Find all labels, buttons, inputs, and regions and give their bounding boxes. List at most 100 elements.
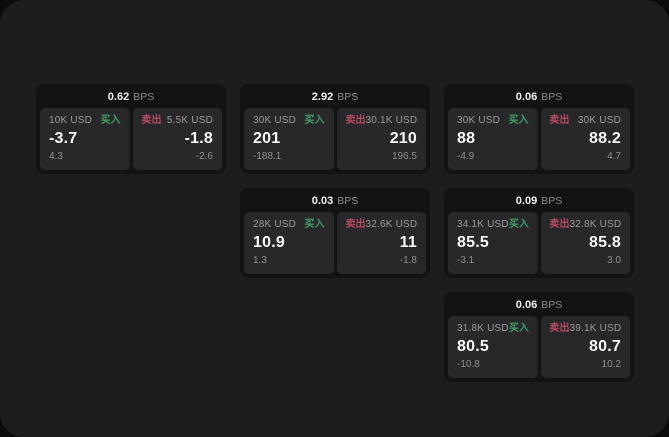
quote-card: 0.09 BPS 34.1K USD 买入 85.5 -3.1 卖出 32.8K…	[444, 188, 634, 278]
sell-volume: 32.6K USD	[365, 219, 418, 230]
buy-volume: 30K USD	[253, 115, 297, 126]
card-header: 0.62 BPS	[40, 89, 222, 105]
card-header: 0.06 BPS	[448, 89, 630, 105]
buy-tile[interactable]: 28K USD 买入 10.9 1.3	[244, 212, 334, 274]
quote-card: 2.92 BPS 30K USD 买入 201 -188.1 卖出 30.1K …	[240, 84, 430, 174]
buy-delta: -4.9	[457, 151, 475, 162]
bps-value: 0.06	[515, 299, 538, 311]
sell-volume: 32.8K USD	[569, 219, 622, 230]
buy-label: 买入	[508, 219, 529, 230]
sell-tile-top: 卖出 32.6K USD	[346, 219, 418, 231]
quote-tiles: 28K USD 买入 10.9 1.3 卖出 32.6K USD 11 -1.8	[244, 212, 426, 274]
buy-price: 80.5	[457, 338, 489, 355]
buy-price: 88	[457, 130, 476, 147]
sell-tile-top: 卖出 30K USD	[550, 115, 622, 127]
buy-delta: -188.1	[253, 151, 282, 162]
quote-tiles: 30K USD 买入 201 -188.1 卖出 30.1K USD 210 1…	[244, 108, 426, 170]
sell-price: 11	[399, 234, 417, 251]
card-header: 0.06 BPS	[448, 297, 630, 313]
quote-card: 0.03 BPS 28K USD 买入 10.9 1.3 卖出 32.6K US…	[240, 188, 430, 278]
quote-tiles: 34.1K USD 买入 85.5 -3.1 卖出 32.8K USD 85.8…	[448, 212, 630, 274]
buy-delta: 1.3	[253, 255, 267, 266]
sell-tile-top: 卖出 30.1K USD	[346, 115, 418, 127]
sell-volume: 30.1K USD	[365, 115, 418, 126]
sell-label: 卖出	[141, 115, 162, 126]
quote-tiles: 10K USD 买入 -3.7 4.3 卖出 5.5K USD -1.8 -2.…	[40, 108, 222, 170]
sell-label: 卖出	[549, 115, 570, 126]
buy-tile[interactable]: 34.1K USD 买入 85.5 -3.1	[448, 212, 538, 274]
sell-label: 卖出	[549, 323, 570, 334]
sell-label: 卖出	[345, 219, 366, 230]
buy-tile[interactable]: 31.8K USD 买入 80.5 -10.8	[448, 316, 538, 378]
sell-price: 80.7	[589, 338, 621, 355]
sell-delta: -2.6	[195, 151, 213, 162]
bps-unit: BPS	[337, 195, 359, 207]
buy-label: 买入	[508, 115, 529, 126]
buy-price: 85.5	[457, 234, 489, 251]
sell-tile[interactable]: 卖出 5.5K USD -1.8 -2.6	[132, 108, 222, 170]
buy-volume: 31.8K USD	[457, 323, 509, 334]
sell-tile[interactable]: 卖出 30.1K USD 210 196.5	[336, 108, 426, 170]
bps-unit: BPS	[541, 91, 563, 103]
card-header: 0.03 BPS	[244, 193, 426, 209]
buy-price: -3.7	[49, 130, 78, 147]
buy-tile[interactable]: 30K USD 买入 201 -188.1	[244, 108, 334, 170]
buy-tile-top: 30K USD 买入	[457, 115, 529, 127]
bps-unit: BPS	[337, 91, 359, 103]
buy-tile[interactable]: 30K USD 买入 88 -4.9	[448, 108, 538, 170]
buy-volume: 10K USD	[49, 115, 93, 126]
sell-delta: -1.8	[399, 255, 417, 266]
sell-volume: 5.5K USD	[166, 115, 213, 126]
buy-tile[interactable]: 10K USD 买入 -3.7 4.3	[40, 108, 130, 170]
bps-value: 0.06	[515, 91, 538, 103]
sell-tile-top: 卖出 32.8K USD	[550, 219, 622, 231]
buy-label: 买入	[508, 323, 529, 334]
bps-unit: BPS	[541, 299, 563, 311]
buy-tile-top: 10K USD 买入	[49, 115, 121, 127]
buy-tile-top: 31.8K USD 买入	[457, 323, 529, 335]
bps-value: 0.09	[515, 195, 538, 207]
bps-unit: BPS	[541, 195, 563, 207]
sell-price: 210	[389, 130, 417, 147]
quote-tiles: 31.8K USD 买入 80.5 -10.8 卖出 39.1K USD 80.…	[448, 316, 630, 378]
sell-delta: 196.5	[391, 151, 417, 162]
bps-value: 2.92	[311, 91, 334, 103]
quote-card: 0.06 BPS 31.8K USD 买入 80.5 -10.8 卖出 39.1…	[444, 292, 634, 382]
sell-label: 卖出	[549, 219, 570, 230]
sell-tile[interactable]: 卖出 39.1K USD 80.7 10.2	[540, 316, 630, 378]
sell-tile[interactable]: 卖出 32.6K USD 11 -1.8	[336, 212, 426, 274]
sell-delta: 3.0	[607, 255, 621, 266]
buy-delta: 4.3	[49, 151, 63, 162]
sell-delta: 10.2	[601, 359, 621, 370]
sell-tile[interactable]: 卖出 30K USD 88.2 4.7	[540, 108, 630, 170]
buy-volume: 28K USD	[253, 219, 297, 230]
buy-tile-top: 34.1K USD 买入	[457, 219, 529, 231]
sell-delta: 4.7	[607, 151, 621, 162]
card-header: 2.92 BPS	[244, 89, 426, 105]
quote-tiles: 30K USD 买入 88 -4.9 卖出 30K USD 88.2 4.7	[448, 108, 630, 170]
sell-tile-top: 卖出 39.1K USD	[550, 323, 622, 335]
buy-tile-top: 28K USD 买入	[253, 219, 325, 231]
sell-volume: 39.1K USD	[569, 323, 622, 334]
buy-delta: -3.1	[457, 255, 475, 266]
buy-volume: 34.1K USD	[457, 219, 509, 230]
sell-price: 88.2	[589, 130, 621, 147]
buy-label: 买入	[304, 219, 325, 230]
sell-price: -1.8	[184, 130, 213, 147]
quote-card: 0.62 BPS 10K USD 买入 -3.7 4.3 卖出 5.5K USD…	[36, 84, 226, 174]
cards-grid: 0.62 BPS 10K USD 买入 -3.7 4.3 卖出 5.5K USD…	[36, 84, 634, 382]
buy-label: 买入	[100, 115, 121, 126]
sell-label: 卖出	[345, 115, 366, 126]
sell-volume: 30K USD	[577, 115, 621, 126]
bps-unit: BPS	[133, 91, 155, 103]
buy-tile-top: 30K USD 买入	[253, 115, 325, 127]
bps-value: 0.03	[311, 195, 334, 207]
sell-tile-top: 卖出 5.5K USD	[142, 115, 214, 127]
buy-price: 10.9	[253, 234, 285, 251]
buy-price: 201	[253, 130, 281, 147]
buy-delta: -10.8	[457, 359, 480, 370]
sell-tile[interactable]: 卖出 32.8K USD 85.8 3.0	[540, 212, 630, 274]
buy-label: 买入	[304, 115, 325, 126]
buy-volume: 30K USD	[457, 115, 501, 126]
